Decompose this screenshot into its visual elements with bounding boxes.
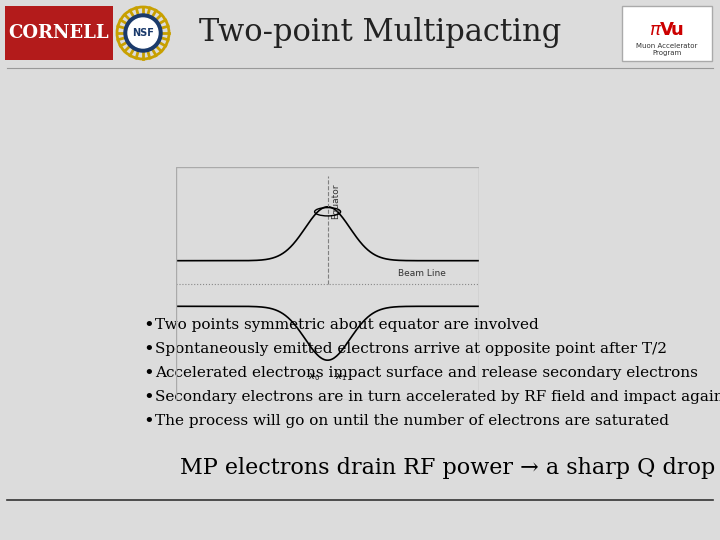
Text: Accelerated electrons impact surface and release secondary electrons: Accelerated electrons impact surface and… (155, 366, 698, 380)
Bar (176, 167, 479, 400)
Text: $x_0$: $x_0$ (308, 371, 320, 383)
Text: Secondary electrons are in turn accelerated by RF field and impact again: Secondary electrons are in turn accelera… (155, 390, 720, 404)
Text: Equator: Equator (331, 184, 341, 219)
Text: Beam Line: Beam Line (398, 269, 446, 278)
Bar (622, 6, 712, 61)
Text: •: • (143, 388, 154, 406)
Text: •: • (143, 412, 154, 430)
Text: The process will go on until the number of electrons are saturated: The process will go on until the number … (155, 414, 669, 428)
Text: Two-point Multipacting: Two-point Multipacting (199, 17, 561, 49)
Text: •: • (143, 316, 154, 334)
Text: Spontaneously emitted electrons arrive at opposite point after T/2: Spontaneously emitted electrons arrive a… (155, 342, 667, 356)
Circle shape (128, 18, 158, 48)
Text: Two points symmetric about equator are involved: Two points symmetric about equator are i… (155, 318, 539, 332)
Text: •: • (143, 364, 154, 382)
Text: $x_1$: $x_1$ (335, 371, 346, 383)
Text: •: • (143, 340, 154, 358)
Text: MP electrons drain RF power → a sharp Q drop: MP electrons drain RF power → a sharp Q … (180, 457, 715, 479)
Text: CORNELL: CORNELL (9, 24, 109, 42)
Text: NSF: NSF (132, 28, 154, 38)
Text: $\pi\mathbf{V}\!\mathbf{u}$: $\pi\mathbf{V}\!\mathbf{u}$ (649, 21, 685, 39)
Text: Muon Accelerator
Program: Muon Accelerator Program (636, 44, 698, 57)
Circle shape (124, 14, 162, 52)
Bar (5, 6, 113, 60)
